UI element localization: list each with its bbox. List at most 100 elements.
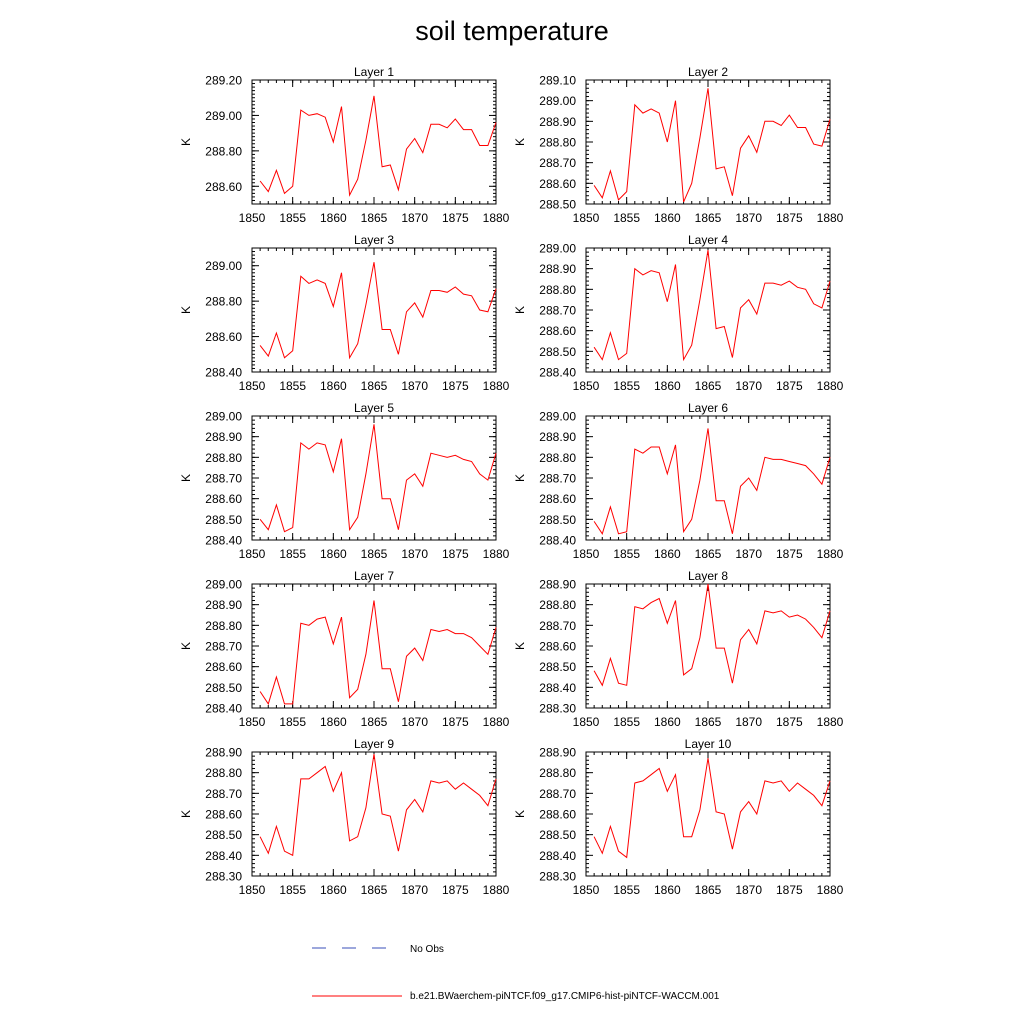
legend: No Obs b.e21.BWaerchem-piNTCF.f09_g17.CM… (312, 944, 720, 1002)
series-line (593, 88, 831, 203)
y-tick-label: 288.80 (539, 451, 576, 465)
series-line (259, 424, 497, 533)
panel-7: Layer 7 K 288.40 288.50 288.60 288.70 288.80 28… (179, 569, 510, 729)
x-tick-label: 1875 (776, 883, 803, 897)
y-tick-label: 288.70 (539, 304, 576, 318)
x-tick-label: 1880 (483, 379, 510, 393)
x-tick-label: 1850 (239, 211, 266, 225)
x-tick-label: 1870 (401, 883, 428, 897)
plot-frame (585, 247, 831, 373)
y-tick-label: 288.60 (205, 808, 242, 822)
x-tick-label: 1865 (361, 715, 388, 729)
y-tick-label: 288.50 (205, 681, 242, 695)
x-tick-label: 1855 (279, 211, 306, 225)
x-tick-label: 1875 (442, 883, 469, 897)
x-tick-label: 1865 (695, 547, 722, 561)
plot-frame (251, 751, 497, 877)
x-tick-label: 1855 (613, 211, 640, 225)
panel-9: Layer 9 K 288.30 288.40 288.50 288.60 288.70 28… (179, 737, 510, 897)
series-line (259, 600, 497, 706)
y-tick-label: 288.50 (539, 513, 576, 527)
y-axis-label: K (513, 642, 527, 650)
x-tick-label: 1880 (817, 211, 844, 225)
y-tick-label: 289.00 (205, 109, 242, 123)
x-tick-label: 1870 (735, 715, 762, 729)
x-tick-label: 1860 (320, 379, 347, 393)
panel-title: Layer 10 (685, 737, 732, 751)
x-tick-label: 1880 (483, 547, 510, 561)
y-tick-label: 288.30 (539, 870, 576, 884)
panel-title: Layer 7 (354, 569, 394, 583)
y-tick-label: 288.40 (205, 849, 242, 863)
panel-title: Layer 4 (688, 233, 728, 247)
series-line (593, 758, 831, 859)
y-tick-label: 288.70 (539, 619, 576, 633)
x-tick-label: 1875 (442, 547, 469, 561)
plot-frame (585, 79, 831, 205)
x-tick-label: 1875 (776, 547, 803, 561)
x-tick-label: 1855 (279, 547, 306, 561)
y-tick-label: 288.90 (539, 578, 576, 592)
y-axis-label: K (179, 138, 193, 146)
x-tick-label: 1870 (401, 211, 428, 225)
y-tick-label: 288.70 (539, 787, 576, 801)
x-tick-label: 1880 (817, 379, 844, 393)
y-tick-label: 288.40 (539, 681, 576, 695)
y-tick-label: 288.60 (205, 660, 242, 674)
x-tick-label: 1870 (735, 547, 762, 561)
x-tick-label: 1855 (613, 715, 640, 729)
panel-3: Layer 3 K 288.40 288.60 288.80 289.00 1850 1855… (179, 233, 510, 393)
y-tick-label: 288.40 (205, 534, 242, 548)
y-tick-label: 288.60 (539, 492, 576, 506)
y-tick-label: 289.00 (539, 410, 576, 424)
y-tick-label: 288.50 (539, 660, 576, 674)
y-tick-label: 288.30 (539, 702, 576, 716)
panel-5: Layer 5 K 288.40 288.50 288.60 288.70 288.80 28… (179, 401, 510, 561)
panel-title: Layer 9 (354, 737, 394, 751)
x-tick-label: 1855 (613, 883, 640, 897)
y-tick-label: 288.40 (539, 534, 576, 548)
x-tick-label: 1875 (442, 715, 469, 729)
y-tick-label: 288.60 (205, 330, 242, 344)
plot-frame (251, 247, 497, 373)
y-tick-label: 289.00 (539, 242, 576, 256)
x-tick-label: 1850 (239, 883, 266, 897)
y-tick-label: 288.50 (539, 828, 576, 842)
panel-title: Layer 8 (688, 569, 728, 583)
y-tick-label: 289.00 (205, 410, 242, 424)
y-tick-label: 288.50 (539, 345, 576, 359)
y-tick-label: 289.10 (539, 74, 576, 88)
y-axis-label: K (179, 474, 193, 482)
panel-title: Layer 1 (354, 65, 394, 79)
y-axis-label: K (513, 474, 527, 482)
y-tick-label: 288.80 (205, 295, 242, 309)
x-tick-label: 1865 (695, 379, 722, 393)
y-tick-label: 289.00 (539, 94, 576, 108)
y-tick-label: 288.80 (539, 283, 576, 297)
x-tick-label: 1870 (735, 883, 762, 897)
x-tick-label: 1860 (320, 211, 347, 225)
plot-frame (585, 583, 831, 709)
x-tick-label: 1855 (279, 883, 306, 897)
legend-model-label: b.e21.BWaerchem-piNTCF.f09_g17.CMIP6-his… (410, 991, 720, 1002)
y-tick-label: 288.90 (539, 430, 576, 444)
x-tick-label: 1865 (361, 211, 388, 225)
y-tick-label: 288.40 (539, 849, 576, 863)
series-line (259, 262, 497, 360)
x-tick-label: 1850 (573, 883, 600, 897)
y-tick-label: 288.60 (539, 808, 576, 822)
y-tick-label: 288.90 (205, 598, 242, 612)
x-tick-label: 1865 (695, 211, 722, 225)
y-tick-label: 288.60 (539, 324, 576, 338)
y-tick-label: 288.90 (539, 746, 576, 760)
x-tick-label: 1860 (654, 379, 681, 393)
x-tick-label: 1865 (695, 883, 722, 897)
x-tick-label: 1860 (320, 715, 347, 729)
panel-title: Layer 5 (354, 401, 394, 415)
y-tick-label: 288.70 (539, 156, 576, 170)
series-line (259, 95, 497, 197)
x-tick-label: 1870 (735, 211, 762, 225)
y-tick-label: 288.40 (539, 366, 576, 380)
x-tick-label: 1860 (654, 211, 681, 225)
